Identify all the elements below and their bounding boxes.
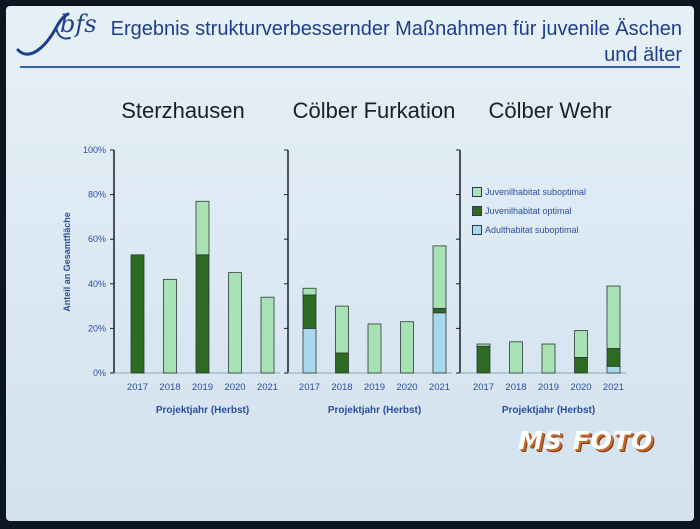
header-divider: [20, 66, 680, 68]
bar-segment: [606, 348, 621, 367]
chart-title: Sterzhausen: [121, 98, 245, 123]
legend-label: Juvenilhabitat optimal: [485, 206, 572, 216]
x-axis-label: Projektjahr (Herbst): [502, 405, 595, 416]
legend-item: Juvenilhabitat optimal: [472, 206, 572, 216]
y-tick-label: 60%: [88, 234, 106, 244]
x-axis-label: Projektjahr (Herbst): [156, 405, 249, 416]
bar-segment: [509, 341, 523, 374]
x-tick-label: 2017: [473, 382, 494, 393]
bar-segment: [574, 330, 588, 358]
legend-item: Juvenilhabitat suboptimal: [472, 187, 586, 197]
legend-label: Adulthabitat suboptimal: [485, 225, 579, 235]
legend-swatch: [472, 187, 482, 197]
bar-segment: [606, 365, 621, 374]
bar-segment: [476, 345, 491, 374]
y-tick-label: 40%: [88, 279, 106, 289]
page-title-line1: Ergebnis strukturverbessernder Maßnahmen…: [110, 18, 682, 40]
bar-segment: [367, 323, 382, 374]
x-axis-label: Projektjahr (Herbst): [328, 405, 421, 416]
x-tick-label: 2019: [538, 382, 559, 393]
x-tick-label: 2018: [159, 382, 180, 393]
bar-segment: [130, 254, 145, 374]
x-tick-label: 2021: [603, 382, 624, 393]
x-tick-label: 2018: [505, 382, 526, 393]
y-tick-label: 0%: [93, 368, 106, 378]
legend-item: Adulthabitat suboptimal: [472, 225, 579, 235]
bar-segment: [260, 296, 275, 374]
page-title-line2: und älter: [604, 44, 682, 66]
bar-segment: [606, 285, 621, 349]
bar-segment: [228, 272, 242, 374]
bfs-logo-swoosh: [16, 12, 71, 56]
x-tick-label: 2021: [257, 382, 278, 393]
legend-label: Juvenilhabitat suboptimal: [485, 187, 587, 197]
y-tick-label: 80%: [88, 190, 106, 200]
bar-segment: [335, 352, 349, 374]
x-tick-label: 2018: [331, 382, 352, 393]
x-tick-label: 2020: [570, 382, 591, 393]
chart-title: Cölber Wehr: [488, 98, 611, 123]
bar-segment: [400, 321, 414, 374]
y-tick-label: 100%: [83, 145, 106, 155]
legend-swatch: [472, 225, 482, 235]
bar-segment: [302, 287, 317, 296]
y-axis-label: Anteil an Gesamtfläche: [62, 212, 72, 312]
chart-title: Cölber Furkation: [293, 98, 456, 123]
x-tick-label: 2017: [299, 382, 320, 393]
y-tick-label: 20%: [88, 323, 106, 333]
bfs-logo-text: bfs: [60, 10, 97, 38]
x-tick-label: 2017: [127, 382, 148, 393]
bar-segment: [574, 356, 588, 374]
bar-segment: [432, 245, 447, 309]
slide: [6, 6, 694, 521]
bar-segment: [432, 312, 447, 374]
bar-segment: [163, 278, 177, 374]
x-tick-label: 2019: [364, 382, 385, 393]
page-title: Ergebnis strukturverbessernder Maßnahmen…: [102, 16, 682, 68]
bar-segment: [432, 307, 447, 314]
bar-segment: [302, 327, 317, 374]
bar-segment: [541, 343, 556, 374]
bar-segment: [195, 254, 210, 374]
x-tick-label: 2020: [224, 382, 245, 393]
x-tick-label: 2021: [429, 382, 450, 393]
bar-segment: [302, 294, 317, 329]
bar-segment: [195, 200, 210, 256]
bar-segment: [335, 305, 349, 354]
watermark: MS FOTO: [518, 426, 654, 455]
x-tick-label: 2020: [396, 382, 417, 393]
bar-segment: [476, 343, 491, 347]
x-tick-label: 2019: [192, 382, 213, 393]
legend-swatch: [472, 206, 482, 216]
